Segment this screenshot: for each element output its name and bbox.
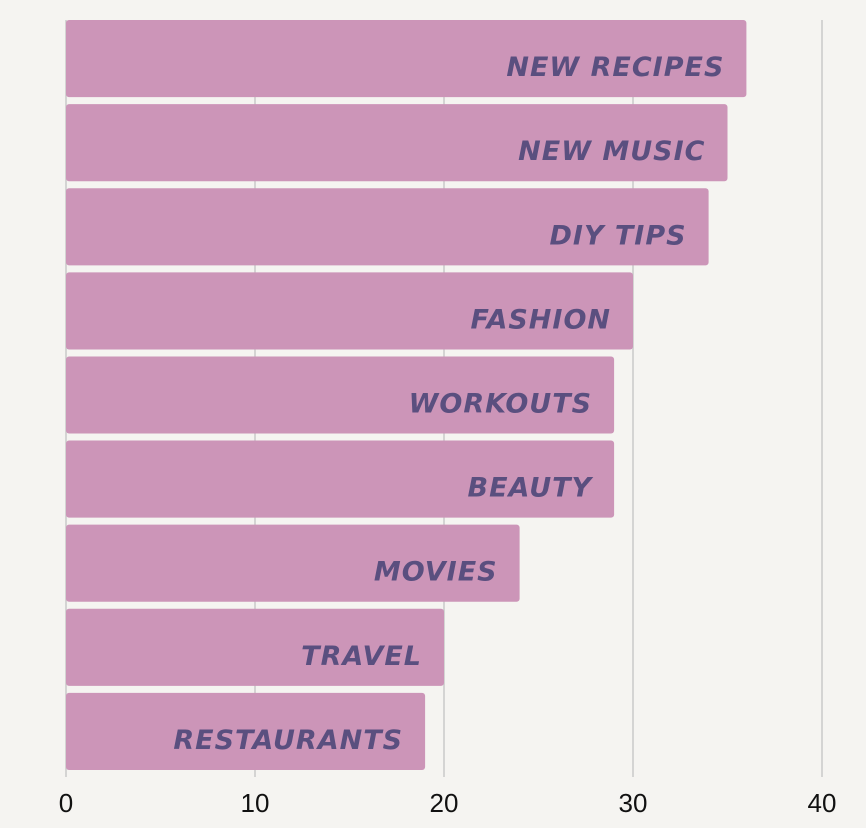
bar (66, 188, 709, 266)
bar (66, 692, 426, 770)
bar (66, 524, 520, 602)
bar (66, 440, 615, 518)
bar (66, 104, 728, 182)
bar-label: TRAVEL (301, 641, 422, 672)
x-tick-label: 10 (241, 788, 270, 818)
bar-label: WORKOUTS (409, 389, 592, 420)
x-tick-label: 0 (59, 788, 73, 818)
bar-label: DIY TIPS (549, 220, 686, 251)
bar (66, 608, 444, 686)
bar-label: NEW MUSIC (518, 136, 705, 167)
bar (66, 356, 615, 434)
x-tick-label: 30 (619, 788, 648, 818)
bar (66, 20, 747, 98)
x-tick-label: 20 (430, 788, 459, 818)
x-tick-label: 40 (808, 788, 837, 818)
bar-label: FASHION (471, 304, 612, 335)
bar-label: BEAUTY (467, 473, 593, 504)
bar-label: MOVIES (374, 557, 498, 588)
bar-label: RESTAURANTS (173, 725, 403, 756)
bar (66, 272, 633, 350)
bar-label: NEW RECIPES (506, 52, 724, 83)
